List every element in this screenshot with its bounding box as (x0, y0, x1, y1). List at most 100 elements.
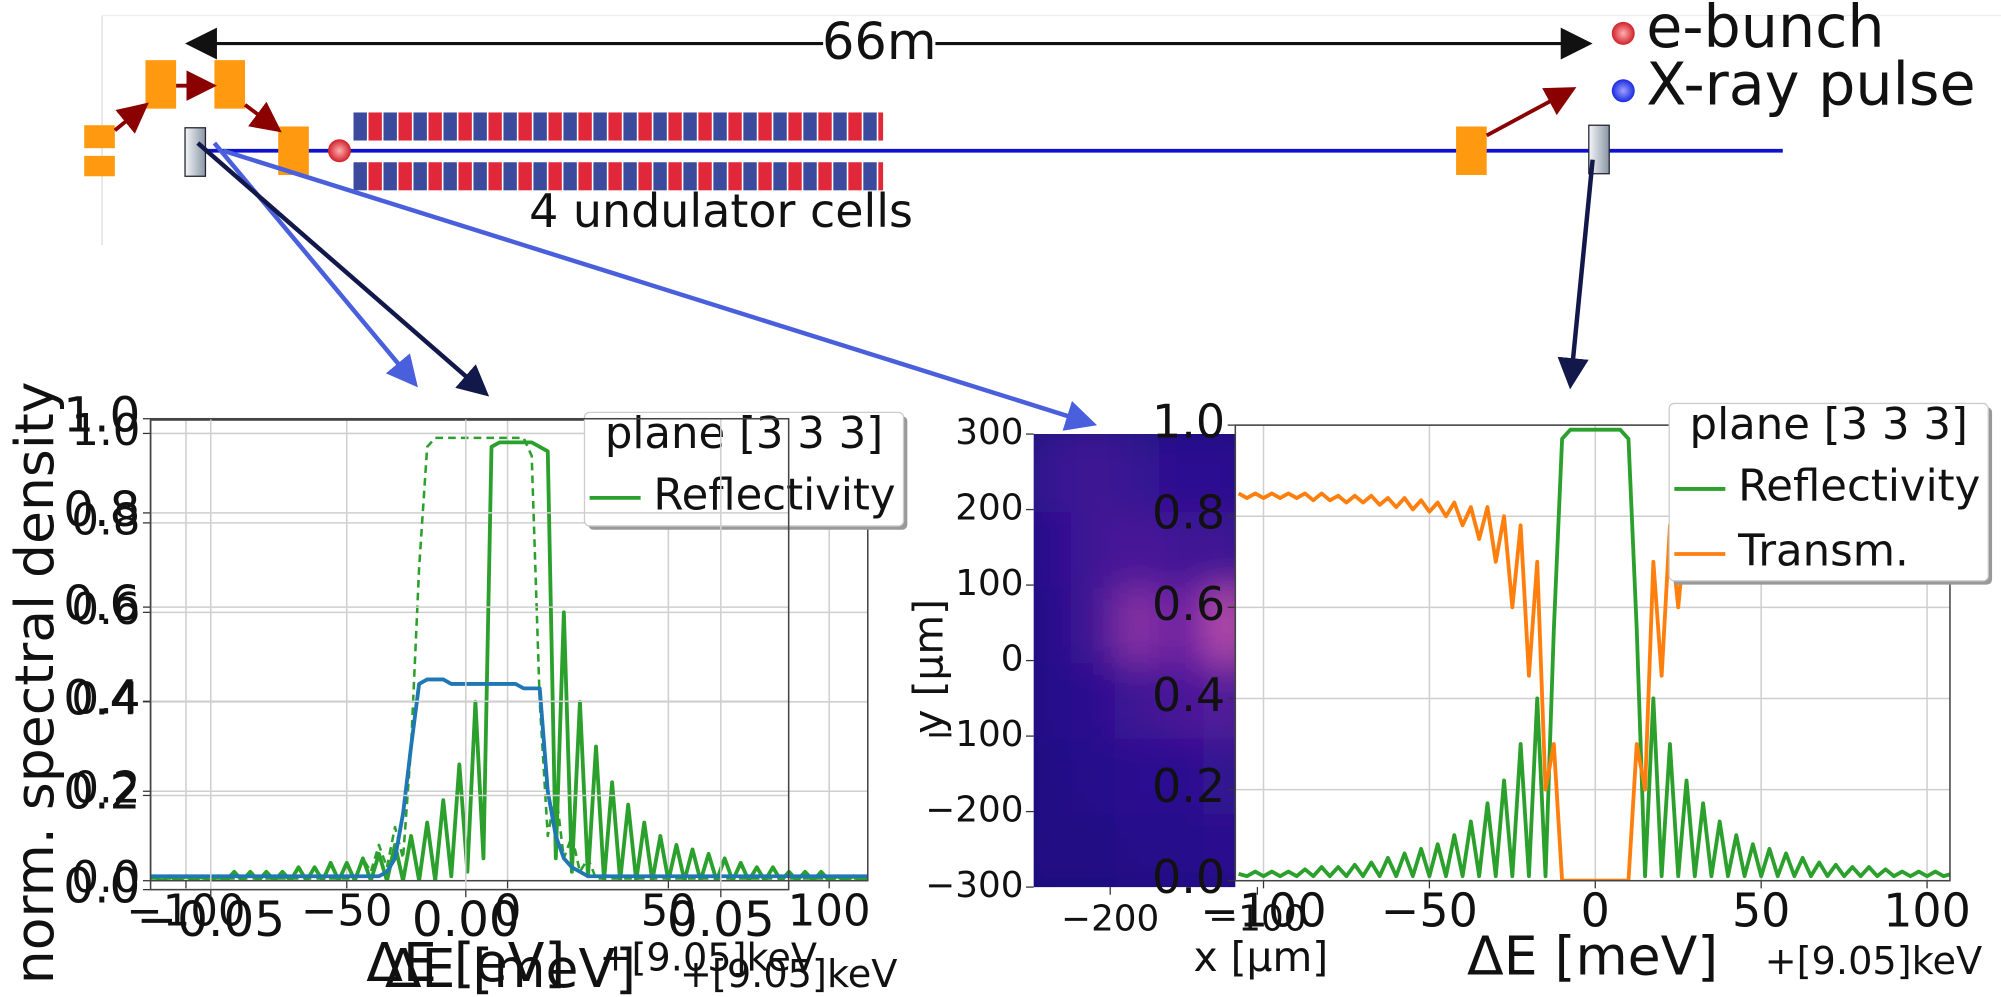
x-tick-label: −100 (126, 886, 245, 936)
x-tick-label: −100 (1200, 883, 1326, 937)
magnet (214, 60, 246, 109)
heatmap-cell (1070, 507, 1121, 588)
heatmap-cell (1159, 658, 1209, 739)
legend-marker (1611, 79, 1635, 103)
x-tick-label: 0.00 (412, 892, 520, 948)
y-tick-label: 0.4 (1152, 668, 1225, 722)
heatmap-cell (1070, 809, 1121, 888)
y-tick-label: 0.4 (63, 670, 140, 726)
label-bg (823, 18, 936, 70)
y-tick-label: 0.6 (1152, 577, 1225, 631)
y-tick-label: 0.0 (1152, 850, 1225, 904)
y-tick-label: 300 (955, 412, 1023, 453)
y-tick-label: 100 (955, 563, 1023, 604)
undulator-top (353, 112, 884, 141)
heatmap-cell (1115, 658, 1165, 739)
electron-bunch (327, 139, 351, 163)
heatmap-cell (1159, 733, 1209, 815)
chart-panel: −0.05 0.00 0.050.00.20.40.60.81.0ΔE [eV] +[… (63, 388, 817, 994)
line-series (1238, 427, 1950, 879)
plot-area (150, 436, 868, 881)
x-tick-label: −50 (1381, 883, 1478, 937)
heatmap-cell (1033, 809, 1076, 888)
pointer-arrow (222, 148, 1098, 431)
legend-label: Reflectivity (1738, 461, 1980, 511)
pointer-arrow (1557, 159, 1595, 390)
heatmap-cell (1203, 507, 1236, 588)
plot-area (1033, 434, 1236, 888)
y-tick-label: 0 (1001, 639, 1024, 680)
legend-box (1668, 402, 1989, 582)
x-tick-label: 0 (1581, 883, 1610, 937)
x-tick-label: 50 (641, 886, 696, 936)
y-tick-label: −300 (925, 865, 1023, 906)
legend-box (583, 411, 905, 527)
magnet (1456, 126, 1487, 175)
beamline-diagram: 66m 4 undulator cells e-bunch X-ray puls… (84, 0, 2001, 431)
heatmap-cell (1159, 582, 1209, 664)
heatmap-cell (1203, 809, 1236, 888)
heatmap-cell (1033, 658, 1076, 739)
x-tick-label: −200 (1061, 898, 1159, 939)
x-tick-label: 50 (1732, 883, 1790, 937)
legend-title: plane [3 3 3] (1690, 400, 1968, 450)
y-tick-label: 0.0 (63, 859, 140, 915)
y-tick-label: −200 (925, 790, 1023, 831)
axes-frame (1234, 424, 1951, 882)
heatmap-cell (1033, 507, 1076, 588)
y-tick-label: 0.6 (63, 576, 140, 632)
line-series (150, 677, 868, 879)
x-axis-label: ΔE [eV] (366, 931, 565, 994)
axes-frame (149, 417, 790, 891)
legend-title: plane [3 3 3] (605, 409, 883, 459)
magnet (84, 155, 115, 177)
electron-path (1485, 87, 1577, 138)
y-tick-label: 0.4 (71, 674, 140, 724)
y-axis-label: norm. spectral density (3, 382, 66, 985)
heatmap-cell (1070, 658, 1121, 739)
heatmap-cell (1115, 507, 1165, 588)
legend-label: X-ray pulse (1646, 50, 1975, 118)
undulator-label: 4 undulator cells (529, 184, 913, 238)
y-tick-label: 0.2 (71, 764, 140, 814)
heatmap-cell (1115, 733, 1165, 815)
heatmap-cell (1159, 809, 1209, 888)
heatmap-cell (1033, 733, 1076, 815)
electron-path (113, 102, 149, 134)
x-axis-label: ΔE [meV] (385, 937, 636, 997)
line-series (150, 436, 868, 880)
heatmap-cell (1115, 582, 1165, 664)
electron-path (243, 101, 282, 133)
legend-label: Transm. (1737, 527, 1909, 577)
heatmap-cell (1115, 809, 1165, 888)
heatmap-cell (1203, 733, 1236, 815)
y-tick-label: 1.0 (1152, 395, 1225, 449)
y-tick-label: 0.8 (63, 482, 140, 538)
heatmap-cell (1070, 434, 1121, 513)
y-tick-label: 0.2 (63, 764, 140, 820)
y-tick-label: 0.0 (71, 853, 140, 903)
x-tick-label: 100 (1883, 883, 1971, 937)
x-tick-label: −0.05 (136, 892, 285, 948)
magnet (278, 126, 309, 175)
legend-label: Reflectivity (653, 470, 895, 520)
legend-label: e-bunch (1646, 0, 1884, 61)
pointer-arrow (212, 141, 418, 388)
heatmap-cell (1070, 582, 1121, 664)
offset-label: +[9.05]keV (1765, 939, 1983, 984)
heatmap-cell (1203, 434, 1236, 513)
magnet (145, 60, 177, 109)
x-axis-label: x [µm] (1193, 933, 1328, 981)
x-tick-label: −100 (1208, 898, 1306, 939)
y-tick-label: −100 (925, 714, 1023, 755)
x-tick-label: 0 (494, 886, 522, 936)
y-tick-label: 0.8 (71, 495, 140, 545)
offset-label: +[9.05]keV (680, 952, 898, 997)
heatmap-cell (1033, 582, 1076, 664)
offset-label: +[9.05]keV (599, 935, 817, 980)
